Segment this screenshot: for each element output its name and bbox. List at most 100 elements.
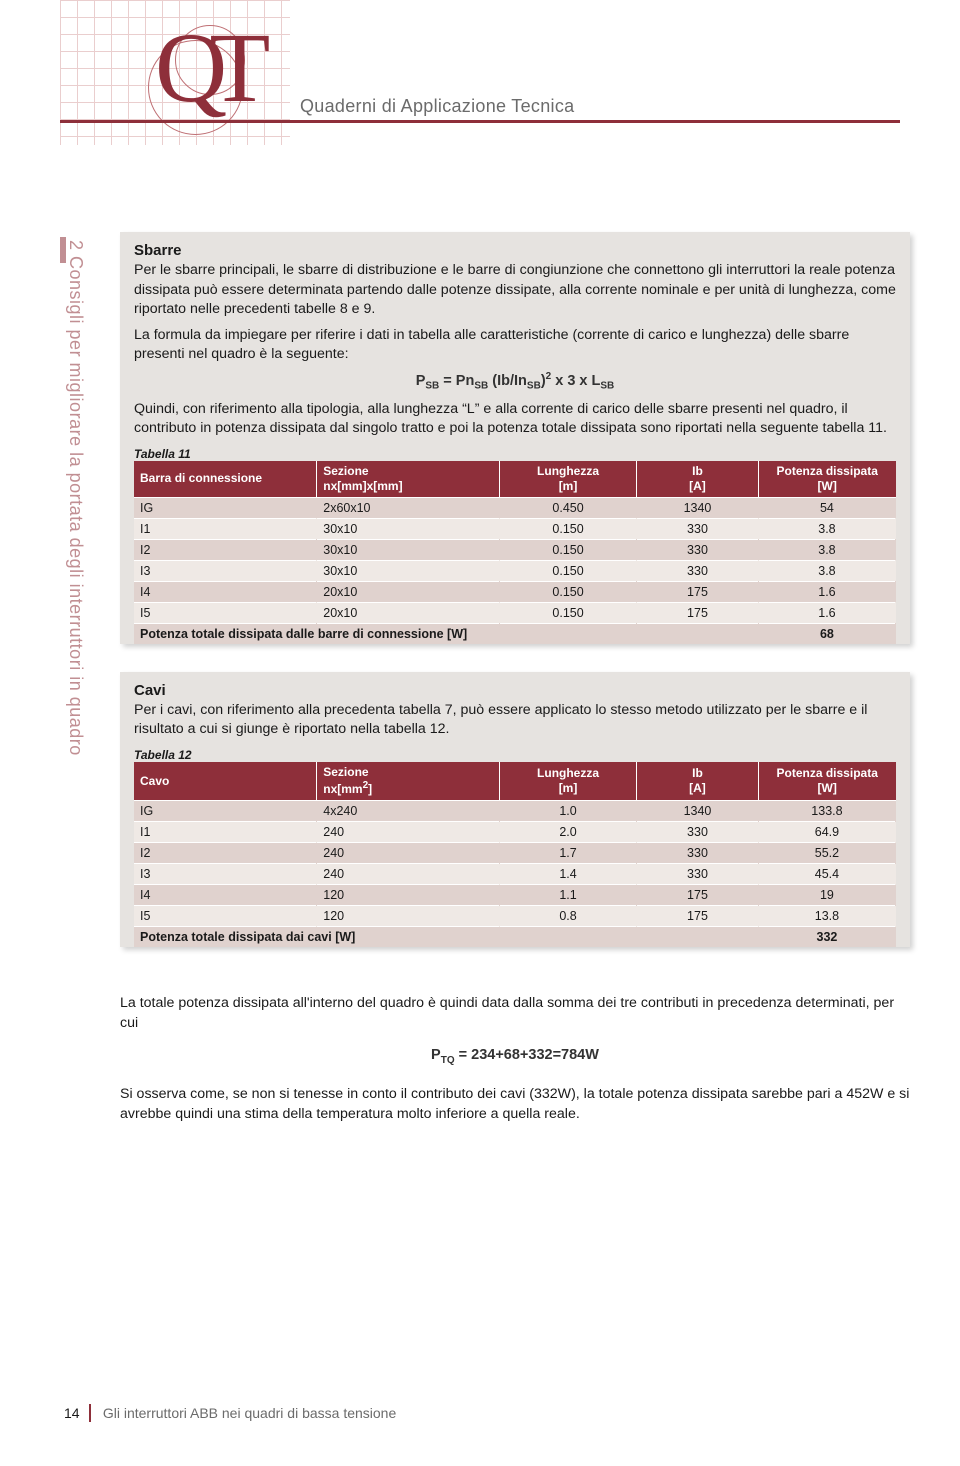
cell: 4x240	[317, 801, 500, 822]
th: [m]	[506, 781, 630, 796]
cell: 30x10	[317, 539, 500, 560]
table-row: I12402.033064.9	[134, 822, 896, 843]
cell: 3.8	[758, 518, 895, 539]
th: Ib	[643, 766, 752, 781]
para: Per i cavi, con riferimento alla precede…	[134, 701, 896, 740]
header-title: Quaderni di Applicazione Tecnica	[300, 96, 574, 117]
cell: I1	[134, 518, 317, 539]
footer-text: Gli interruttori ABB nei quadri di bassa…	[103, 1405, 396, 1421]
cell: 2.0	[500, 822, 637, 843]
table-caption: Tabella 11	[134, 447, 896, 461]
cell: 0.8	[500, 906, 637, 927]
cell: 1.6	[758, 602, 895, 623]
cell: I2	[134, 843, 317, 864]
cell: 120	[317, 906, 500, 927]
cell: I4	[134, 885, 317, 906]
logo-text: QT	[155, 18, 252, 118]
cell: 1.6	[758, 581, 895, 602]
cell: 133.8	[758, 801, 895, 822]
table-row: I330x100.1503303.8	[134, 560, 896, 581]
th: [W]	[765, 479, 890, 494]
cell: 240	[317, 822, 500, 843]
cell: 1.4	[500, 864, 637, 885]
cell: 3.8	[758, 539, 895, 560]
cell: 20x10	[317, 581, 500, 602]
cell: 64.9	[758, 822, 895, 843]
cell: 45.4	[758, 864, 895, 885]
section-side-title: 2 Consigli per migliorare la portata deg…	[68, 240, 86, 756]
table-11-body: IG2x60x100.450134054I130x100.1503303.8I2…	[134, 497, 896, 623]
table-12-body: IG4x2401.01340133.8I12402.033064.9I22401…	[134, 801, 896, 927]
content: Sbarre Per le sbarre principali, le sbar…	[120, 232, 910, 1137]
cell: 330	[637, 518, 759, 539]
table-total-row: Potenza totale dissipata dalle barre di …	[134, 623, 896, 644]
table-row: IG2x60x100.450134054	[134, 497, 896, 518]
cell: 1.7	[500, 843, 637, 864]
cell: 1.0	[500, 801, 637, 822]
heading-cavi: Cavi	[134, 682, 896, 699]
cell: 30x10	[317, 560, 500, 581]
para: Quindi, con riferimento alla tipologia, …	[134, 400, 896, 439]
cell: 0.450	[500, 497, 637, 518]
formula-total: PTQ = 234+68+332=784W	[120, 1047, 910, 1066]
cell: 1340	[637, 497, 759, 518]
para: La formula da impiegare per riferire i d…	[134, 326, 896, 365]
table-row: I520x100.1501751.6	[134, 602, 896, 623]
th: [m]	[506, 479, 630, 494]
cell: 330	[637, 822, 759, 843]
table-row: I51200.817513.8	[134, 906, 896, 927]
cell: 0.150	[500, 560, 637, 581]
page-header: QT Quaderni di Applicazione Tecnica	[0, 0, 960, 160]
th: Lunghezza	[506, 766, 630, 781]
table-total-row: Potenza totale dissipata dai cavi [W] 33…	[134, 927, 896, 948]
logo-block: QT	[60, 0, 290, 160]
th: Ib	[643, 464, 752, 479]
cell: I5	[134, 906, 317, 927]
table-row: I230x100.1503303.8	[134, 539, 896, 560]
cell: I1	[134, 822, 317, 843]
table-row: I22401.733055.2	[134, 843, 896, 864]
table-caption: Tabella 12	[134, 748, 896, 762]
cell: 55.2	[758, 843, 895, 864]
th: [W]	[765, 781, 890, 796]
table-11: Barra di connessione Sezionenx[mm]x[mm] …	[134, 461, 896, 644]
cell: 0.150	[500, 539, 637, 560]
th: Sezione	[323, 765, 493, 780]
total-label: Potenza totale dissipata dai cavi [W]	[134, 927, 758, 948]
footer-divider	[89, 1404, 91, 1422]
cell: 175	[637, 906, 759, 927]
cell: 1340	[637, 801, 759, 822]
cell: 13.8	[758, 906, 895, 927]
cell: 240	[317, 843, 500, 864]
cell: I3	[134, 560, 317, 581]
th: Potenza dissipata	[765, 464, 890, 479]
th: Potenza dissipata	[765, 766, 890, 781]
cell: 2x60x10	[317, 497, 500, 518]
para: Si osserva come, se non si tenesse in co…	[120, 1084, 910, 1124]
cell: I2	[134, 539, 317, 560]
total-value: 68	[758, 623, 895, 644]
cell: 175	[637, 885, 759, 906]
cell: 20x10	[317, 602, 500, 623]
cell: 0.150	[500, 518, 637, 539]
table-row: I32401.433045.4	[134, 864, 896, 885]
cell: I4	[134, 581, 317, 602]
table-12: Cavo Sezionenx[mm2] Lunghezza[m] Ib[A] P…	[134, 762, 896, 947]
th: Lunghezza	[506, 464, 630, 479]
cell: 1.1	[500, 885, 637, 906]
page-number: 14	[64, 1405, 80, 1421]
cell: 0.150	[500, 581, 637, 602]
cell: 330	[637, 843, 759, 864]
th: Sezione	[323, 464, 493, 479]
cell: 175	[637, 602, 759, 623]
total-value: 332	[758, 927, 895, 948]
panel-cavi: Cavi Per i cavi, con riferimento alla pr…	[120, 672, 910, 947]
cell: 330	[637, 864, 759, 885]
cell: 3.8	[758, 560, 895, 581]
cell: IG	[134, 497, 317, 518]
closing-block: La totale potenza dissipata all'interno …	[120, 993, 910, 1125]
table-row: IG4x2401.01340133.8	[134, 801, 896, 822]
total-label: Potenza totale dissipata dalle barre di …	[134, 623, 758, 644]
cell: 330	[637, 539, 759, 560]
cell: 175	[637, 581, 759, 602]
